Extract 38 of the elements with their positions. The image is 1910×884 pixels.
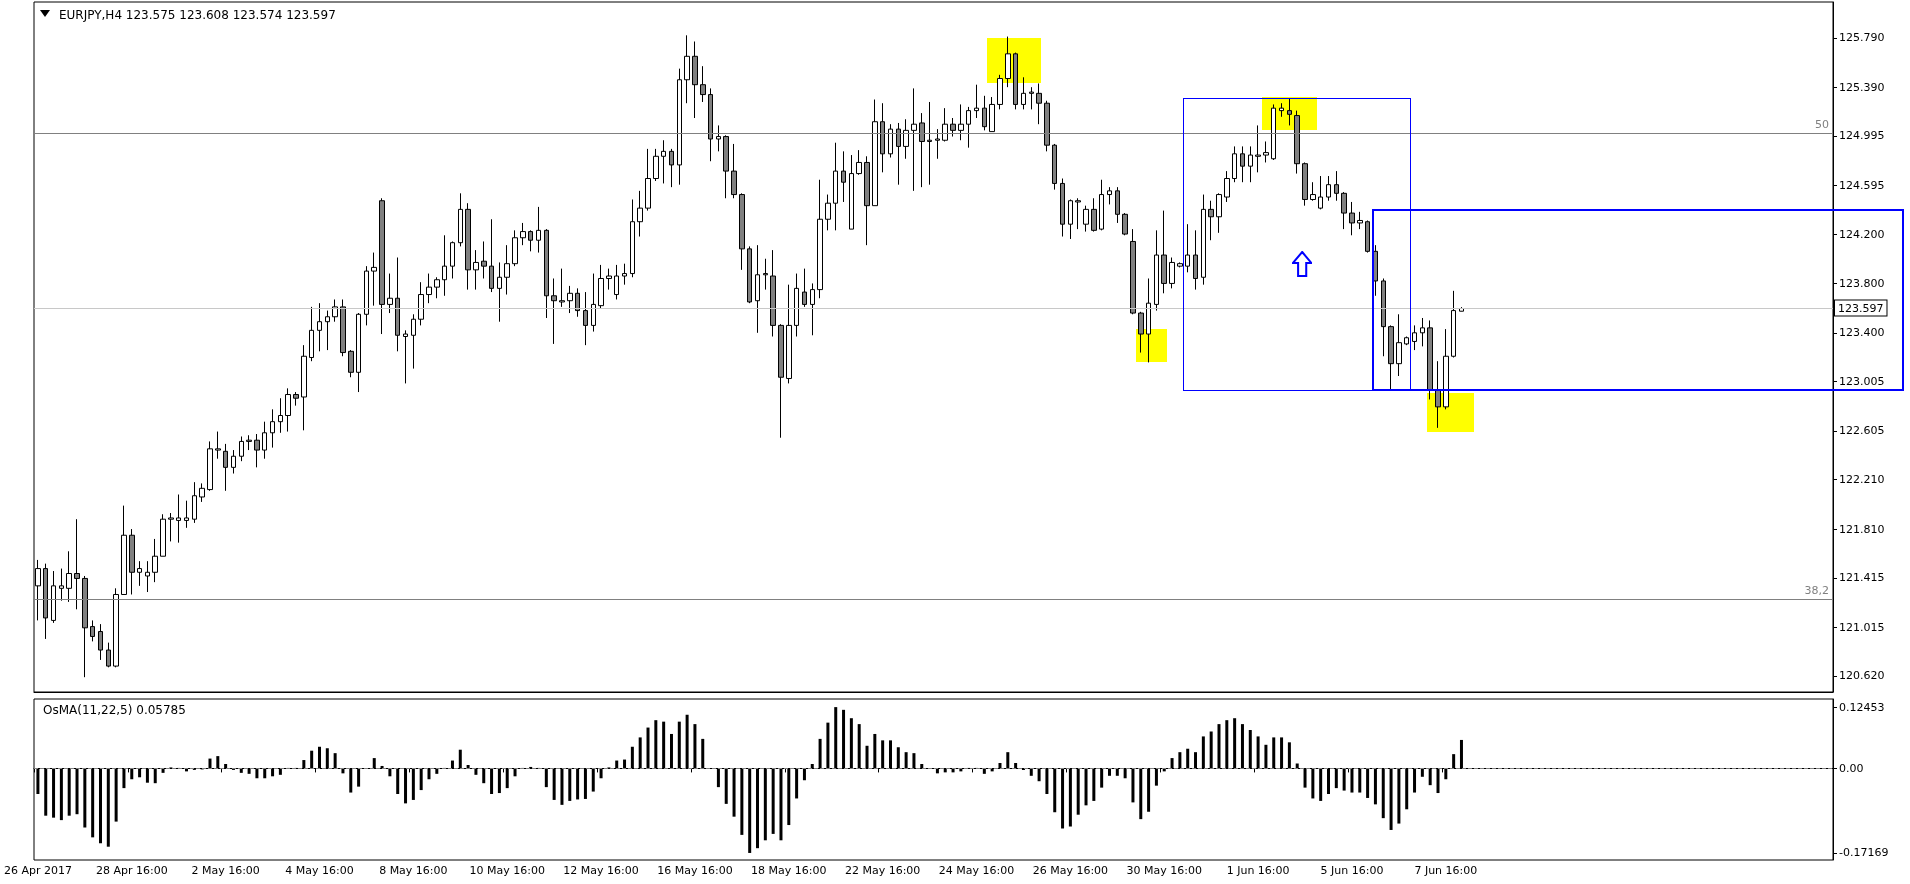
y-tick-label: 0.00 <box>1839 761 1864 775</box>
y-tick-label: 122.605 <box>1839 424 1885 438</box>
y-tick-label: 121.810 <box>1839 522 1885 536</box>
x-tick-label: 26 Apr 2017 <box>3 864 72 877</box>
y-tick-label: 123.005 <box>1839 375 1885 389</box>
y-tick-label: 125.790 <box>1839 31 1885 45</box>
y-tick-label: 123.400 <box>1839 326 1885 340</box>
y-tick-label: 120.620 <box>1839 669 1885 683</box>
text: EURJPY,H4 123.575 123.608 123.574 123.597 <box>59 8 336 22</box>
y-tick-label: 0.12453 <box>1839 700 1885 714</box>
y-tick-label: 121.415 <box>1839 571 1885 585</box>
x-tick-label: 8 May 16:00 <box>379 864 448 877</box>
y-tick-label: 124.200 <box>1839 227 1885 241</box>
x-tick-label: 7 Jun 16:00 <box>1414 864 1478 877</box>
ref-line-label: 123.597 <box>1838 301 1884 315</box>
x-tick-label: 10 May 16:00 <box>469 864 545 877</box>
y-tick-label: 122.210 <box>1839 473 1885 487</box>
y-tick-label: 124.995 <box>1839 129 1885 143</box>
x-tick-label: 28 Apr 16:00 <box>95 864 168 877</box>
x-tick-label: 16 May 16:00 <box>657 864 733 877</box>
y-tick-label: 123.800 <box>1839 276 1885 290</box>
annotation: 50 <box>1815 117 1829 131</box>
x-tick-label: 12 May 16:00 <box>563 864 639 877</box>
x-tick-label: 26 May 16:00 <box>1032 864 1109 877</box>
chart-title: OsMA(11,22,5) 0.05785 <box>43 703 186 717</box>
y-tick-label: 121.015 <box>1839 620 1885 634</box>
y-tick-label: -0.17169 <box>1839 846 1889 860</box>
x-tick-label: 5 Jun 16:00 <box>1320 864 1384 877</box>
x-tick-label: 1 Jun 16:00 <box>1226 864 1290 877</box>
annotation: 38,2 <box>1804 584 1830 598</box>
x-tick-label: 22 May 16:00 <box>844 864 921 877</box>
x-tick-label: 24 May 16:00 <box>938 864 1015 877</box>
x-tick-label: 2 May 16:00 <box>191 864 260 877</box>
x-tick-label: 4 May 16:00 <box>285 864 354 877</box>
x-tick-label: 18 May 16:00 <box>751 864 827 877</box>
y-tick-label: 125.390 <box>1839 80 1885 94</box>
y-tick-label: 124.595 <box>1839 178 1885 192</box>
x-tick-label: 30 May 16:00 <box>1126 864 1202 877</box>
